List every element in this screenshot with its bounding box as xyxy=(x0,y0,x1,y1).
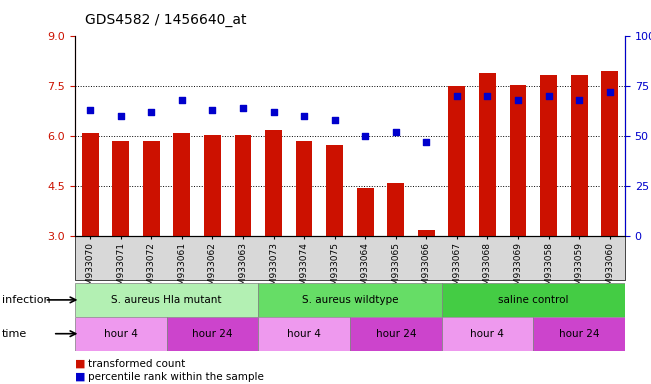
Text: hour 24: hour 24 xyxy=(376,329,416,339)
Text: S. aureus Hla mutant: S. aureus Hla mutant xyxy=(111,295,222,305)
Point xyxy=(115,113,126,119)
Bar xyxy=(258,317,350,351)
Bar xyxy=(387,183,404,236)
Point xyxy=(391,129,401,136)
Text: hour 24: hour 24 xyxy=(559,329,600,339)
Text: percentile rank within the sample: percentile rank within the sample xyxy=(88,372,264,382)
Bar xyxy=(571,75,587,236)
Bar xyxy=(204,135,221,236)
Point xyxy=(238,105,248,111)
Bar xyxy=(418,230,435,236)
Bar xyxy=(234,135,251,236)
Point xyxy=(482,93,493,99)
Text: time: time xyxy=(2,329,27,339)
Bar xyxy=(533,317,625,351)
Text: ■: ■ xyxy=(75,359,85,369)
Text: saline control: saline control xyxy=(498,295,568,305)
Point xyxy=(421,139,432,146)
Bar xyxy=(296,141,312,236)
Point xyxy=(544,93,554,99)
Bar xyxy=(326,145,343,236)
Bar xyxy=(258,283,441,317)
Text: ■: ■ xyxy=(75,372,85,382)
Bar xyxy=(540,75,557,236)
Point xyxy=(452,93,462,99)
Point xyxy=(299,113,309,119)
Text: hour 24: hour 24 xyxy=(192,329,232,339)
Point xyxy=(207,107,217,113)
Bar xyxy=(173,133,190,236)
Text: hour 4: hour 4 xyxy=(471,329,505,339)
Point xyxy=(268,109,279,116)
Point xyxy=(360,133,370,139)
Text: hour 4: hour 4 xyxy=(104,329,137,339)
Point xyxy=(513,97,523,103)
Bar xyxy=(441,317,533,351)
Point xyxy=(605,89,615,96)
Text: transformed count: transformed count xyxy=(88,359,185,369)
Point xyxy=(176,97,187,103)
Bar xyxy=(167,317,258,351)
Bar xyxy=(82,133,98,236)
Bar xyxy=(75,317,167,351)
Point xyxy=(574,97,585,103)
Text: infection: infection xyxy=(2,295,51,305)
Point xyxy=(85,107,95,113)
Bar xyxy=(350,317,441,351)
Point xyxy=(329,117,340,123)
Bar xyxy=(441,283,625,317)
Bar xyxy=(143,141,159,236)
Text: S. aureus wildtype: S. aureus wildtype xyxy=(301,295,398,305)
Bar xyxy=(265,130,282,236)
Bar xyxy=(113,141,129,236)
Point xyxy=(146,109,156,116)
Bar xyxy=(510,85,527,236)
Text: hour 4: hour 4 xyxy=(287,329,321,339)
Bar xyxy=(449,86,465,236)
Text: GDS4582 / 1456640_at: GDS4582 / 1456640_at xyxy=(85,13,246,27)
Bar xyxy=(479,73,496,236)
Bar xyxy=(602,71,618,236)
Bar xyxy=(75,283,258,317)
Bar xyxy=(357,188,374,236)
